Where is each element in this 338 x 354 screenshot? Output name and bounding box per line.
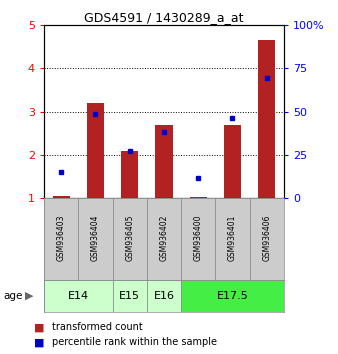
Bar xyxy=(147,280,181,312)
Text: GSM936404: GSM936404 xyxy=(91,214,100,261)
Bar xyxy=(181,198,215,280)
Bar xyxy=(121,150,138,198)
Text: E17.5: E17.5 xyxy=(217,291,248,301)
Bar xyxy=(258,40,275,198)
Bar xyxy=(155,125,172,198)
Text: percentile rank within the sample: percentile rank within the sample xyxy=(52,337,217,347)
Bar xyxy=(224,125,241,198)
Bar xyxy=(113,198,147,280)
Text: GSM936403: GSM936403 xyxy=(56,214,66,261)
Text: GSM936400: GSM936400 xyxy=(194,214,203,261)
Bar xyxy=(181,280,284,312)
Bar xyxy=(44,198,78,280)
Bar xyxy=(147,198,181,280)
Text: ■: ■ xyxy=(34,322,44,332)
Text: E16: E16 xyxy=(153,291,174,301)
Text: E14: E14 xyxy=(68,291,89,301)
Bar xyxy=(78,198,113,280)
Text: GSM936406: GSM936406 xyxy=(262,214,271,261)
Text: GSM936402: GSM936402 xyxy=(160,214,168,261)
Bar xyxy=(87,103,104,198)
Text: age: age xyxy=(3,291,23,301)
Bar xyxy=(250,198,284,280)
Bar xyxy=(52,196,70,198)
Text: transformed count: transformed count xyxy=(52,322,143,332)
Bar xyxy=(44,280,113,312)
Bar xyxy=(113,280,147,312)
Text: GSM936401: GSM936401 xyxy=(228,214,237,261)
Text: GSM936405: GSM936405 xyxy=(125,214,134,261)
Text: ■: ■ xyxy=(34,337,44,347)
Bar xyxy=(215,198,250,280)
Text: E15: E15 xyxy=(119,291,140,301)
Text: ▶: ▶ xyxy=(25,291,34,301)
Title: GDS4591 / 1430289_a_at: GDS4591 / 1430289_a_at xyxy=(84,11,244,24)
